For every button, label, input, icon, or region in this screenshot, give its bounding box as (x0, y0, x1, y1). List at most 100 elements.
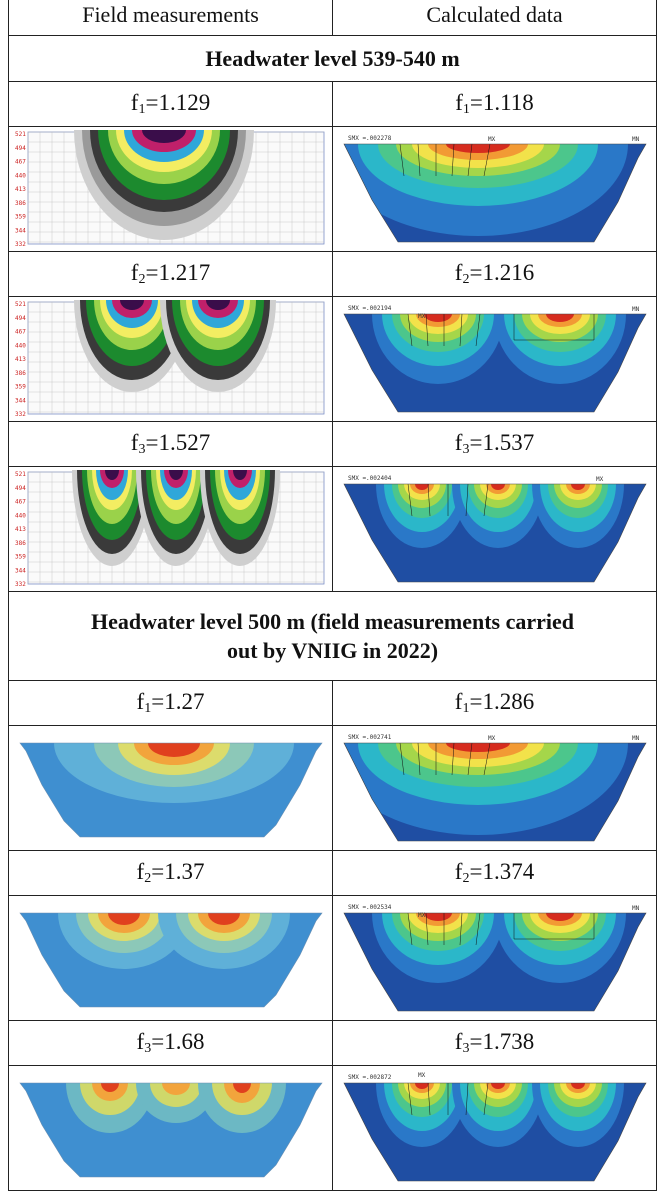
mn-mark: MN (632, 306, 640, 313)
y-tick-label: 413 (15, 526, 26, 533)
y-tick-label: 521 (15, 301, 26, 308)
section2-title: Headwater level 500 m (field measurement… (8, 591, 657, 681)
calc-smx-label: SMX =.002534 (348, 904, 392, 911)
y-tick-label: 467 (15, 329, 26, 336)
image-row: 521 494 467 440 413 386 359 344 332 (8, 466, 657, 592)
table-row: f3=1.68 f3=1.738 (8, 1020, 657, 1066)
y-tick-label: 332 (15, 581, 26, 588)
y-tick-label: 440 (15, 342, 26, 349)
calc-contour-cell: SMX =.002278 MX MN (332, 126, 657, 252)
y-tick-label: 332 (15, 241, 26, 248)
field-freq-label: f1=1.129 (8, 81, 333, 127)
calc-freq-label: f3=1.537 (332, 421, 657, 467)
y-tick-label: 467 (15, 499, 26, 506)
mx-mark: MX (488, 735, 496, 742)
calc-contour-plot-mode3: SMX =.002404 MX (343, 475, 647, 583)
field-heatmap-cell (8, 895, 333, 1021)
mn-mark: MN (632, 136, 640, 143)
calc-freq-label: f1=1.286 (332, 680, 657, 726)
image-row: SMX =.002741 MX MN (8, 725, 657, 851)
figure-table-sheet: Field measurements Calculated data Headw… (8, 0, 657, 1191)
mx-mark: MX (418, 313, 426, 320)
calc-smx-label: SMX =.002741 (348, 734, 392, 741)
table-row: f2=1.217 f2=1.216 (8, 251, 657, 297)
mx-mark: MX (488, 136, 496, 143)
header-field-measurements: Field measurements (8, 0, 333, 36)
y-tick-label: 440 (15, 512, 26, 519)
field-contour-plot-mode1: 521 494 467 440 413 386 359 344 332 (15, 130, 324, 248)
calc-contour-plot-mode2: SMX =.002194 MX MN (343, 305, 647, 413)
section1-title: Headwater level 539-540 m (8, 35, 657, 82)
y-tick-label: 386 (15, 370, 26, 377)
field-freq-label: f1=1.27 (8, 680, 333, 726)
calc-contour-plot-mode1: SMX =.002278 MX MN (343, 135, 647, 243)
field-freq-label: f3=1.527 (8, 421, 333, 467)
y-tick-label: 344 (15, 227, 26, 234)
calc-smx-label: SMX =.002872 (348, 1074, 392, 1081)
y-tick-label: 521 (15, 131, 26, 138)
calc-freq-label: f1=1.118 (332, 81, 657, 127)
calc-contour-plot-s2-mode1: SMX =.002741 MX MN (343, 734, 647, 842)
table-row: f1=1.129 f1=1.118 (8, 81, 657, 127)
field-contour-plot-mode2: 521 494 467 440 413 386 359 344 332 (15, 300, 324, 418)
header-calculated-data: Calculated data (332, 0, 657, 36)
field-heatmap-cell (8, 725, 333, 851)
y-tick-label: 521 (15, 471, 26, 478)
field-heatmap-mode1 (18, 742, 323, 838)
calc-contour-cell: SMX =.002534 MX MN (332, 895, 657, 1021)
y-tick-label: 494 (15, 145, 26, 152)
calc-contour-plot-s2-mode2: SMX =.002534 MX MN (343, 904, 647, 1012)
calc-contour-cell: SMX =.002404 MX (332, 466, 657, 592)
y-tick-label: 332 (15, 411, 26, 418)
section2-title-row: Headwater level 500 m (field measurement… (8, 591, 657, 681)
mx-mark: MX (418, 912, 426, 919)
comparison-table: Field measurements Calculated data Headw… (8, 0, 657, 1191)
section1-title-row: Headwater level 539-540 m (8, 35, 657, 82)
y-tick-label: 494 (15, 485, 26, 492)
image-row: SMX =.002872 MX (8, 1065, 657, 1191)
y-tick-label: 359 (15, 384, 26, 391)
field-contour-cell: 521 494 467 440 413 386 359 344 332 (8, 296, 333, 422)
calc-freq-label: f3=1.738 (332, 1020, 657, 1066)
calc-contour-cell: SMX =.002741 MX MN (332, 725, 657, 851)
calc-freq-label: f2=1.374 (332, 850, 657, 896)
mx-mark: MX (418, 1072, 426, 1079)
image-row: SMX =.002534 MX MN (8, 895, 657, 1021)
section2-title-line1: Headwater level 500 m (field measurement… (90, 609, 575, 634)
field-contour-cell: 521 494 467 440 413 386 359 344 332 (8, 126, 333, 252)
lobe-right (159, 300, 276, 392)
y-tick-label: 386 (15, 200, 26, 207)
section2-title-line2: out by VNIIG in 2022) (226, 638, 439, 663)
image-row: 521 494 467 440 413 386 359 344 332 (8, 126, 657, 252)
lobe-left (73, 300, 190, 392)
calc-smx-label: SMX =.002194 (348, 305, 392, 312)
field-heatmap-mode3 (18, 1082, 323, 1178)
calc-smx-label: SMX =.002278 (348, 135, 392, 142)
y-tick-label: 413 (15, 186, 26, 193)
table-row: f1=1.27 f1=1.286 (8, 680, 657, 726)
field-freq-label: f2=1.217 (8, 251, 333, 297)
calc-contour-plot-s2-mode3: SMX =.002872 MX (343, 1072, 647, 1182)
table-row: f2=1.37 f2=1.374 (8, 850, 657, 896)
table-row: f3=1.527 f3=1.537 (8, 421, 657, 467)
calc-contour-cell: SMX =.002194 MX MN (332, 296, 657, 422)
mn-mark: MN (632, 905, 640, 912)
y-tick-label: 467 (15, 159, 26, 166)
mn-mark: MN (632, 735, 640, 742)
field-heatmap-cell (8, 1065, 333, 1191)
calc-smx-label: SMX =.002404 (348, 475, 392, 482)
field-contour-cell: 521 494 467 440 413 386 359 344 332 (8, 466, 333, 592)
field-freq-label: f2=1.37 (8, 850, 333, 896)
y-tick-label: 494 (15, 315, 26, 322)
field-contour-plot-mode3: 521 494 467 440 413 386 359 344 332 (15, 470, 324, 588)
calc-freq-label: f2=1.216 (332, 251, 657, 297)
y-tick-label: 344 (15, 567, 26, 574)
y-tick-label: 344 (15, 397, 26, 404)
field-heatmap-mode2 (18, 912, 323, 1008)
y-tick-label: 359 (15, 554, 26, 561)
y-tick-label: 386 (15, 540, 26, 547)
field-freq-label: f3=1.68 (8, 1020, 333, 1066)
table-header-row: Field measurements Calculated data (8, 0, 657, 36)
mx-mark: MX (596, 476, 604, 483)
image-row: 521 494 467 440 413 386 359 344 332 (8, 296, 657, 422)
